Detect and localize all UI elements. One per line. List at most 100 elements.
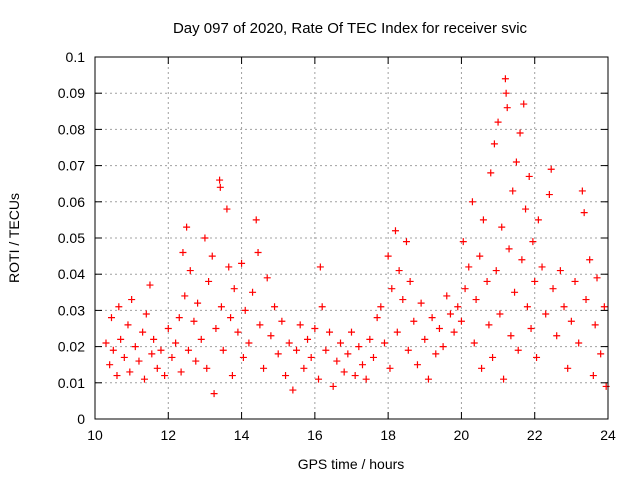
- data-point: [511, 288, 519, 296]
- data-point: [351, 372, 359, 380]
- data-point: [107, 314, 115, 322]
- data-point: [489, 353, 497, 361]
- data-point: [146, 281, 154, 289]
- data-point: [509, 187, 517, 195]
- data-point: [468, 198, 476, 206]
- data-point: [181, 292, 189, 300]
- data-point: [179, 248, 187, 256]
- data-point: [500, 375, 508, 383]
- data-point: [476, 252, 484, 260]
- data-point: [315, 375, 323, 383]
- data-point: [278, 317, 286, 325]
- data-point: [580, 209, 588, 217]
- data-point: [362, 375, 370, 383]
- data-point: [296, 321, 304, 329]
- data-point: [300, 364, 308, 372]
- x-tick-label: 12: [160, 427, 176, 443]
- data-point: [337, 339, 345, 347]
- data-point: [404, 346, 412, 354]
- data-point: [502, 89, 510, 97]
- data-point: [417, 299, 425, 307]
- data-point: [490, 140, 498, 148]
- data-point: [201, 234, 209, 242]
- data-point: [113, 372, 121, 380]
- data-point: [443, 292, 451, 300]
- y-tick-label: 0: [77, 411, 85, 427]
- chart-title: Day 097 of 2020, Rate Of TEC Index for r…: [173, 20, 528, 37]
- data-point: [432, 350, 440, 358]
- data-point: [102, 339, 110, 347]
- data-point: [518, 256, 526, 264]
- data-point: [227, 314, 235, 322]
- data-point: [223, 205, 231, 213]
- data-point: [135, 357, 143, 365]
- data-point: [239, 353, 247, 361]
- data-point: [208, 252, 216, 260]
- data-point: [190, 317, 198, 325]
- data-point: [316, 263, 324, 271]
- data-point: [522, 205, 530, 213]
- data-point: [219, 346, 227, 354]
- data-point: [439, 343, 447, 351]
- data-point: [373, 314, 381, 322]
- data-point: [545, 191, 553, 199]
- y-axis-label: ROTI / TECUs: [6, 193, 22, 283]
- x-axis-label: GPS time / hours: [298, 456, 405, 472]
- data-point: [512, 158, 520, 166]
- y-tick-label: 0.03: [58, 302, 85, 318]
- x-tick-label: 14: [234, 427, 250, 443]
- data-point: [589, 372, 597, 380]
- data-point: [161, 372, 169, 380]
- data-point: [478, 364, 486, 372]
- data-point: [217, 303, 225, 311]
- data-point: [285, 339, 293, 347]
- data-point: [593, 274, 601, 282]
- y-tick-label: 0.09: [58, 85, 85, 101]
- data-point: [501, 75, 509, 83]
- data-point: [470, 339, 478, 347]
- data-point: [549, 285, 557, 293]
- data-point: [304, 335, 312, 343]
- y-tick-label: 0.08: [58, 121, 85, 137]
- data-point: [148, 350, 156, 358]
- data-point: [311, 325, 319, 332]
- data-point: [435, 325, 443, 332]
- data-point: [307, 353, 315, 361]
- data-point: [238, 259, 246, 267]
- data-point: [263, 274, 271, 282]
- data-point: [567, 317, 575, 325]
- data-point: [210, 390, 218, 398]
- data-point: [322, 346, 330, 354]
- data-point: [575, 339, 583, 347]
- data-point: [192, 357, 200, 365]
- data-point: [487, 169, 495, 177]
- data-point: [245, 339, 253, 347]
- data-point: [234, 328, 242, 336]
- data-point: [514, 346, 522, 354]
- y-tick-label: 0.06: [58, 194, 85, 210]
- data-point: [578, 187, 586, 195]
- data-point: [428, 314, 436, 322]
- data-point: [534, 216, 542, 224]
- data-point: [446, 310, 454, 318]
- data-point: [120, 353, 128, 361]
- data-point: [184, 346, 192, 354]
- data-point: [282, 372, 290, 380]
- data-point: [485, 321, 493, 329]
- data-point: [494, 118, 502, 126]
- data-point: [393, 328, 401, 336]
- data-point: [507, 332, 515, 340]
- data-point: [168, 353, 176, 361]
- data-point: [289, 386, 297, 394]
- grid-layer: [95, 57, 608, 419]
- data-point: [553, 332, 561, 340]
- data-point: [225, 263, 233, 271]
- data-point: [597, 350, 605, 358]
- data-point: [252, 216, 260, 224]
- data-point: [421, 335, 429, 343]
- data-point: [318, 303, 326, 311]
- data-point: [413, 361, 421, 369]
- data-point: [126, 368, 134, 376]
- data-point: [395, 267, 403, 275]
- data-point: [523, 303, 531, 311]
